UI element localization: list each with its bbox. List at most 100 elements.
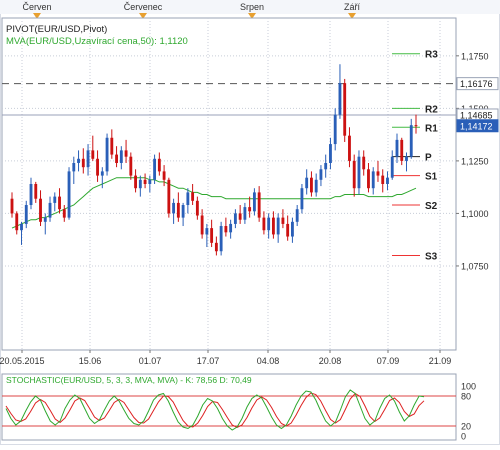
month-markers: Červen Červenec Srpen Září	[22, 2, 360, 19]
candle	[262, 211, 266, 235]
date-tick-label: 07.09	[377, 356, 400, 366]
candle-body	[229, 223, 233, 233]
candle	[357, 150, 361, 195]
candle-body	[210, 228, 214, 243]
candle	[286, 215, 290, 241]
candle-body	[367, 169, 370, 189]
candle-body	[414, 125, 418, 127]
candle-body	[371, 171, 375, 189]
reference-lines	[2, 83, 456, 116]
candle	[376, 160, 380, 182]
price-tag-label: 1,14172	[460, 121, 493, 131]
pivot-label: S1	[425, 172, 438, 183]
candle	[390, 150, 394, 180]
candle	[143, 173, 147, 189]
price-tick-label: 1,0750	[461, 261, 489, 271]
candle	[314, 173, 318, 197]
candle	[219, 221, 223, 256]
candle	[134, 169, 138, 193]
candle	[371, 167, 375, 195]
stochastic-tick-label: 80	[461, 392, 471, 402]
candle-body	[310, 177, 313, 193]
candle-body	[20, 223, 23, 231]
candle-body	[129, 156, 133, 176]
candle-body	[290, 221, 294, 237]
candle-body	[10, 198, 14, 214]
candle	[100, 167, 104, 189]
candle-body	[96, 158, 99, 176]
candle	[138, 175, 142, 197]
price-panel	[1, 17, 457, 351]
price-tick-label: 1,1750	[461, 51, 489, 61]
pivot-label: S3	[425, 251, 438, 262]
candle	[233, 209, 237, 229]
moving-average	[11, 177, 417, 229]
candle-body	[72, 162, 76, 172]
ma-legend: MVA(EUR/USD,Uzavírací cena,50): 1,1120	[6, 36, 188, 47]
candle-body	[148, 179, 152, 184]
candle	[172, 198, 176, 224]
candle	[162, 165, 166, 187]
candle	[176, 192, 180, 222]
candle	[229, 219, 233, 239]
price-tag-box	[456, 119, 499, 133]
candle-body	[15, 213, 19, 231]
candle	[386, 171, 389, 191]
candle-body	[376, 171, 380, 176]
candle-body	[352, 160, 356, 189]
candle-body	[58, 196, 61, 210]
candle-body	[29, 184, 33, 206]
candle	[119, 146, 123, 170]
candle-body	[138, 179, 142, 189]
candle-body	[53, 196, 57, 203]
candle	[224, 217, 228, 237]
candle-body	[119, 150, 123, 163]
candle	[110, 129, 114, 159]
candle-body	[24, 205, 28, 224]
date-tick-label: 04.08	[257, 356, 280, 366]
candle	[181, 202, 185, 227]
candle-body	[39, 198, 42, 222]
candle-body	[134, 175, 138, 189]
candle-body	[200, 215, 204, 235]
candle	[281, 209, 285, 229]
price-tag-label: 1,16176	[460, 79, 493, 89]
month-marker-icon	[348, 13, 356, 19]
candle-body	[257, 192, 261, 218]
candle-body	[224, 226, 228, 233]
candle-body	[77, 158, 80, 163]
candle	[77, 150, 80, 172]
candle	[91, 135, 95, 161]
month-label: Červenec	[124, 2, 163, 12]
pivot-label: R2	[425, 104, 438, 115]
candle-body	[248, 207, 252, 212]
candle	[400, 137, 404, 166]
candle-body	[343, 83, 347, 136]
candle-body	[191, 192, 195, 201]
month-label: Červen	[22, 2, 51, 12]
candle-body	[252, 192, 256, 212]
candle	[405, 152, 408, 172]
candle-body	[324, 162, 328, 170]
candle	[34, 181, 38, 203]
candle	[205, 223, 209, 248]
candle	[310, 171, 313, 197]
candle	[148, 175, 152, 193]
month-strip	[0, 0, 500, 14]
candle	[200, 209, 204, 239]
candle-body	[390, 156, 394, 178]
candle	[62, 205, 66, 222]
candle	[395, 133, 399, 163]
candle	[329, 137, 332, 170]
candle-body	[405, 156, 408, 161]
candle-body	[395, 139, 399, 157]
candle-body	[143, 179, 147, 184]
candle-body	[286, 223, 290, 237]
candle-body	[329, 144, 332, 163]
date-tick-label: 01.07	[139, 356, 162, 366]
ma-line	[11, 177, 417, 229]
stochastic-d-line	[5, 392, 425, 429]
